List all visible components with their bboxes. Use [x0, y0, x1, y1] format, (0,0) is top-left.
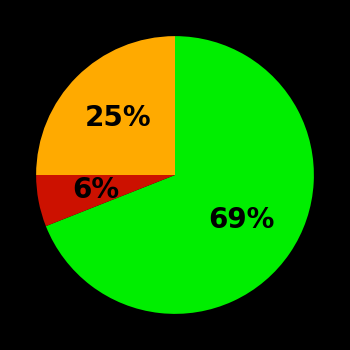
Text: 6%: 6%	[72, 176, 119, 204]
Wedge shape	[46, 36, 314, 314]
Text: 25%: 25%	[85, 104, 151, 132]
Wedge shape	[36, 175, 175, 226]
Text: 69%: 69%	[209, 206, 275, 234]
Wedge shape	[36, 36, 175, 175]
